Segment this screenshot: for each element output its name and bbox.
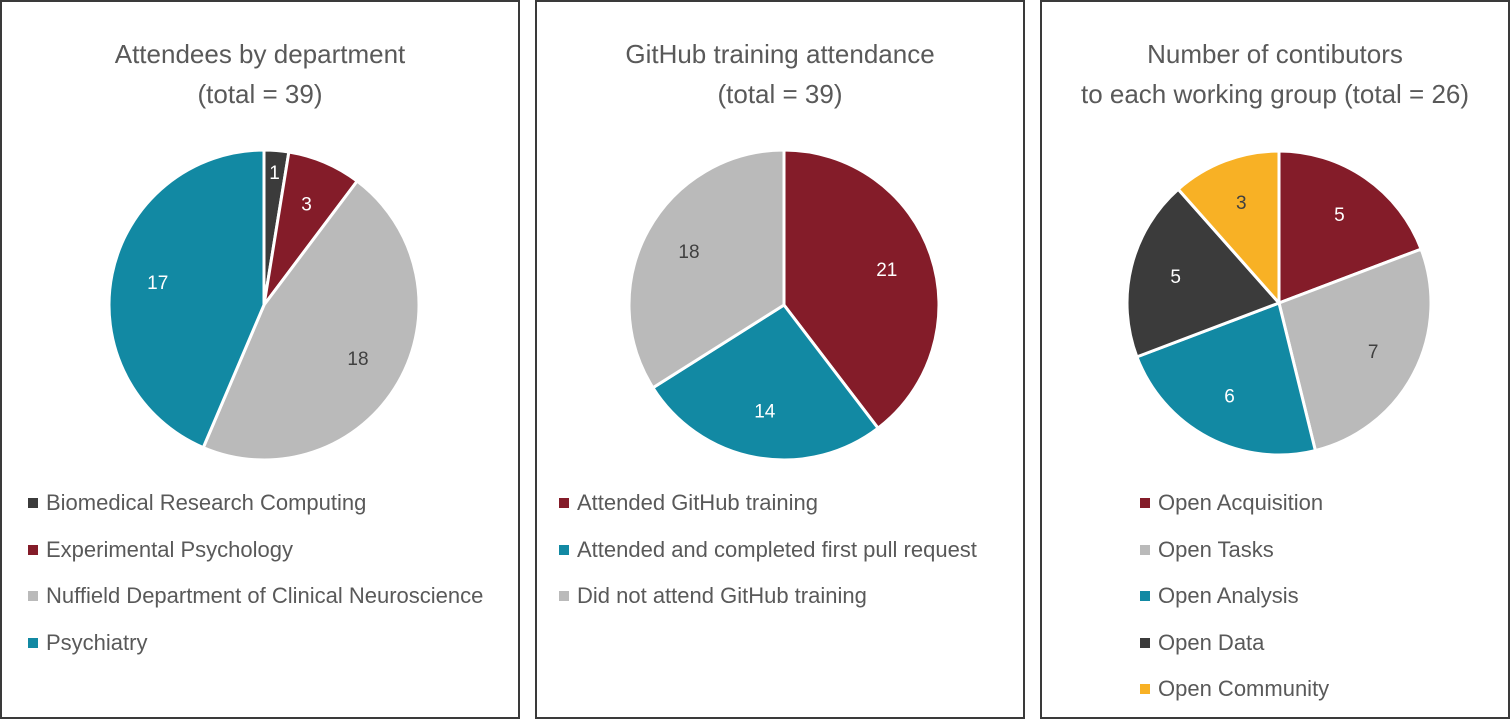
legend-swatch <box>28 498 38 509</box>
pie-data-label: 5 <box>1334 205 1345 226</box>
chart-panel-github-attendance: GitHub training attendance (total = 39) … <box>535 0 1025 719</box>
legend-label: Experimental Psychology <box>46 536 294 562</box>
chart-panel-working-groups: Number of contibutors to each working gr… <box>1040 0 1510 719</box>
pie-data-label: 6 <box>1224 387 1235 408</box>
pie-data-label: 3 <box>301 195 312 216</box>
chart-legend: Attended GitHub training Attended and com… <box>559 480 977 620</box>
legend-item-did-not-attend-github-training: Did not attend GitHub training <box>559 573 977 620</box>
legend-swatch <box>1140 498 1150 509</box>
chart-subtitle: (total = 39) <box>717 79 843 109</box>
legend-swatch <box>1140 684 1150 695</box>
pie-slice-attended-github-training <box>782 148 941 430</box>
legend-swatch <box>1140 544 1150 555</box>
chart-title-line: Attendees by department <box>114 39 406 69</box>
legend-item-open-tasks: Open Tasks <box>1140 527 1329 574</box>
legend-label: Did not attend GitHub training <box>577 583 867 609</box>
pie-slice-psychiatry <box>107 148 266 450</box>
pie-slice-attended-and-completed-first-pull-request <box>651 303 880 462</box>
legend-swatch <box>28 591 38 602</box>
pie-data-label: 17 <box>147 273 168 294</box>
legend-label: Biomedical Research Computing <box>46 490 367 516</box>
legend-swatch <box>559 544 569 555</box>
chart-legend: Biomedical Research Computing Experimenta… <box>28 480 483 666</box>
pie-slice-open-acquisition <box>1277 149 1423 305</box>
legend-swatch <box>1140 637 1150 648</box>
legend-item-open-community: Open Community <box>1140 666 1329 713</box>
chart-title: Attendees by department (total = 39) <box>2 34 518 114</box>
pie-data-label: 18 <box>678 242 699 263</box>
legend-label: Attended and completed first pull reques… <box>577 536 977 562</box>
legend-item-open-data: Open Data <box>1140 620 1329 667</box>
legend-label: Attended GitHub training <box>577 490 818 516</box>
pie-data-label: 14 <box>754 401 776 422</box>
legend-swatch <box>559 591 569 602</box>
pie-data-label: 5 <box>1170 267 1181 288</box>
legend-label: Open Tasks <box>1158 536 1274 562</box>
legend-swatch <box>559 498 569 509</box>
pie-data-label: 21 <box>876 260 897 281</box>
legend-swatch <box>1140 591 1150 602</box>
legend-label: Nuffield Department of Clinical Neurosci… <box>46 583 484 609</box>
pie-data-label: 1 <box>269 163 280 184</box>
legend-item-open-acquisition: Open Acquisition <box>1140 480 1329 527</box>
legend-item-attended-and-completed-first-pull-request: Attended and completed first pull reques… <box>559 527 977 574</box>
legend-item-open-analysis: Open Analysis <box>1140 573 1329 620</box>
chart-title: GitHub training attendance (total = 39) <box>537 34 1023 114</box>
pie-slice-open-tasks <box>1277 247 1433 453</box>
pie-slice-open-data <box>1125 187 1281 359</box>
pie-chart-github-attendance: 21 14 18 <box>627 148 941 462</box>
chart-subtitle: (total = 39) <box>197 79 323 109</box>
legend-label: Psychiatry <box>46 629 148 655</box>
legend-label: Open Community <box>1158 676 1330 702</box>
legend-item-attended-github-training: Attended GitHub training <box>559 480 977 527</box>
chart-title-line: Number of contibutors <box>1147 39 1403 69</box>
legend-label: Open Analysis <box>1158 583 1299 609</box>
pie-slice-nuffield-department-of-clinical-neuroscience <box>201 179 421 462</box>
pie-chart-working-groups: 5 7 6 5 3 <box>1125 149 1433 457</box>
pie-slice-open-community <box>1176 149 1281 305</box>
chart-title-line: GitHub training attendance <box>625 39 935 69</box>
pie-data-label: 7 <box>1368 342 1379 363</box>
legend-item-experimental-psychology: Experimental Psychology <box>28 527 483 574</box>
legend-item-biomedical-research-computing: Biomedical Research Computing <box>28 480 483 527</box>
legend-swatch <box>28 544 38 555</box>
legend-swatch <box>28 637 38 648</box>
legend-item-nuffield-department-of-clinical-neuroscience: Nuffield Department of Clinical Neurosci… <box>28 573 483 620</box>
legend-item-psychiatry: Psychiatry <box>28 620 483 667</box>
legend-label: Open Data <box>1158 629 1265 655</box>
pie-chart-departments: 13 18 17 <box>107 148 421 462</box>
chart-subtitle: to each working group (total = 26) <box>1080 79 1470 109</box>
pie-data-label: 3 <box>1236 193 1247 214</box>
chart-legend: Open Acquisition Open Tasks Open Analysis O… <box>1140 480 1329 713</box>
pie-slice-did-not-attend-github-training <box>627 148 786 390</box>
chart-title: Number of contibutors to each working gr… <box>1042 34 1508 114</box>
pie-data-label: 18 <box>347 349 368 370</box>
legend-label: Open Acquisition <box>1158 490 1324 516</box>
